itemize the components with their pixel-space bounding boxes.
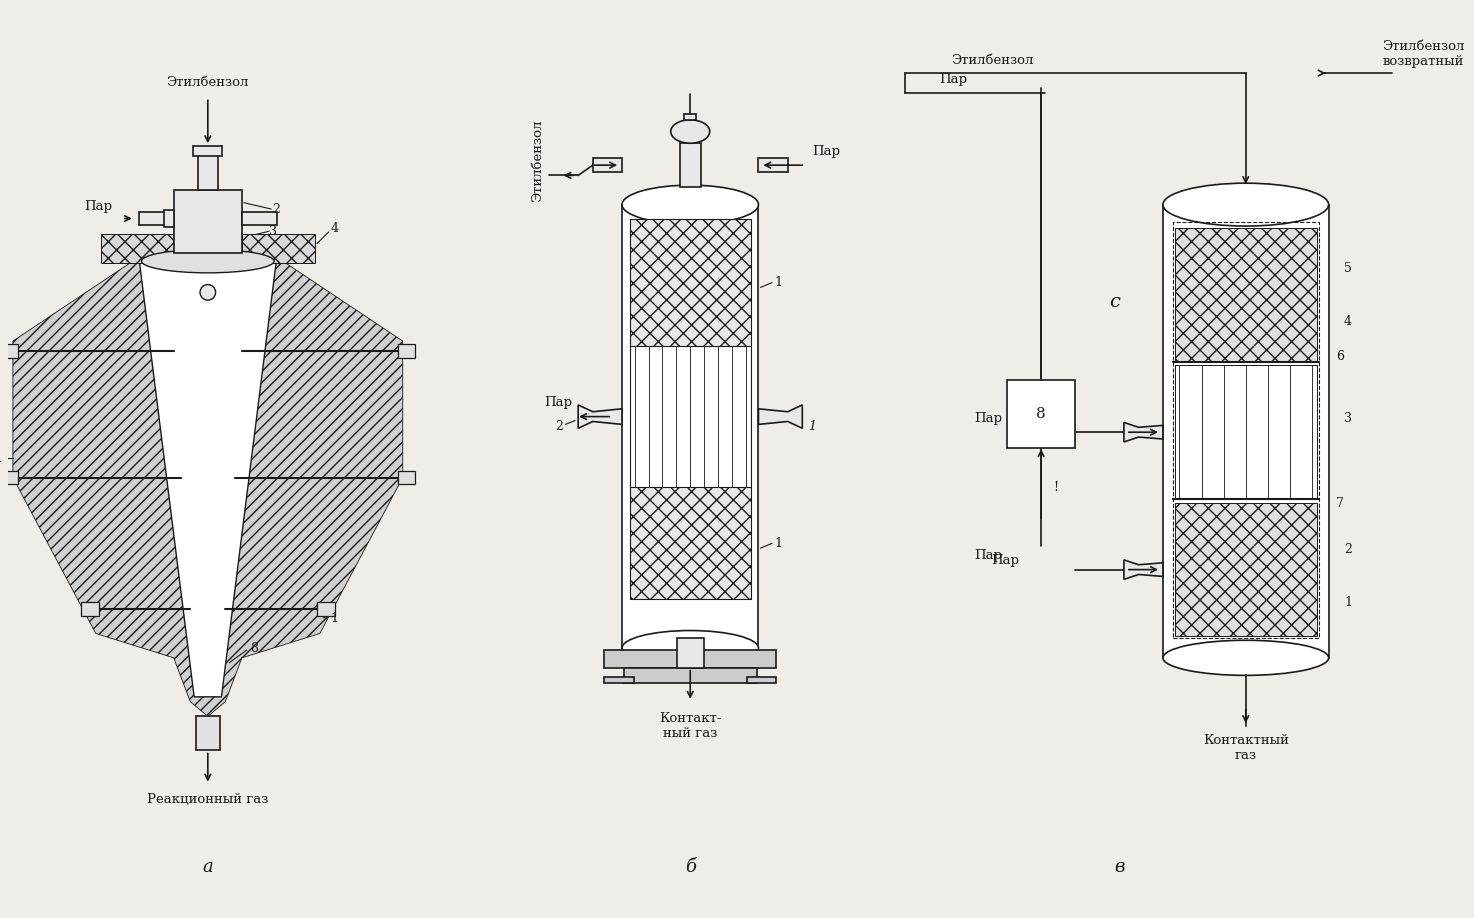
Bar: [759, 158, 787, 172]
Polygon shape: [13, 263, 402, 716]
Text: 8: 8: [1036, 408, 1047, 421]
Bar: [196, 716, 220, 750]
Bar: [684, 114, 696, 120]
Bar: [624, 667, 756, 683]
Text: Пар: Пар: [974, 412, 1002, 425]
Text: а: а: [202, 858, 214, 877]
Polygon shape: [242, 234, 315, 263]
Text: Реакционный газ: Реакционный газ: [147, 792, 268, 806]
Text: 8: 8: [251, 642, 258, 655]
Bar: [0, 344, 18, 358]
Text: Этилбензол: Этилбензол: [167, 76, 249, 89]
Text: 2: 2: [1344, 543, 1352, 556]
Ellipse shape: [622, 631, 759, 666]
Text: Пар: Пар: [545, 397, 573, 409]
Polygon shape: [140, 263, 276, 697]
Text: 2: 2: [273, 203, 280, 216]
Bar: [317, 602, 335, 616]
Bar: [242, 212, 277, 225]
Bar: [604, 650, 775, 667]
Bar: [193, 146, 223, 156]
Text: Этилбензол: Этилбензол: [951, 54, 1033, 67]
Text: Пар: Пар: [84, 200, 112, 213]
Bar: [0, 471, 18, 485]
Text: 1: 1: [1344, 597, 1352, 610]
Text: Контактный
газ: Контактный газ: [1203, 734, 1288, 763]
Ellipse shape: [1163, 640, 1328, 676]
Ellipse shape: [142, 250, 274, 273]
Text: Этилбензол: Этилбензол: [531, 119, 544, 202]
Polygon shape: [1125, 560, 1163, 579]
Bar: [139, 212, 167, 225]
Bar: [677, 638, 705, 667]
Text: 1: 1: [774, 537, 781, 550]
Text: Контакт-
ный газ: Контакт- ный газ: [659, 712, 721, 740]
Bar: [629, 487, 750, 599]
Bar: [164, 209, 174, 228]
Text: 6: 6: [1337, 350, 1344, 364]
Text: 5: 5: [1344, 262, 1352, 274]
Text: 2: 2: [554, 420, 563, 433]
Ellipse shape: [200, 285, 215, 300]
Bar: [174, 190, 242, 253]
Bar: [1007, 380, 1075, 448]
Bar: [1163, 205, 1328, 658]
Ellipse shape: [671, 120, 710, 143]
Bar: [622, 205, 759, 648]
Text: Пар: Пар: [939, 73, 967, 86]
Bar: [1173, 222, 1319, 638]
Bar: [198, 151, 218, 190]
Bar: [1175, 228, 1316, 362]
Text: Пар: Пар: [992, 554, 1020, 566]
Polygon shape: [578, 405, 622, 429]
Text: 1: 1: [0, 452, 3, 465]
Ellipse shape: [622, 185, 759, 224]
Text: 1: 1: [808, 420, 817, 433]
Text: 1: 1: [330, 612, 339, 625]
Text: Пар: Пар: [812, 145, 840, 158]
Bar: [398, 344, 416, 358]
Text: 7: 7: [1337, 498, 1344, 510]
Bar: [629, 219, 750, 346]
Polygon shape: [759, 405, 802, 429]
Bar: [747, 677, 775, 683]
Bar: [680, 143, 702, 187]
Text: !: !: [1052, 481, 1058, 494]
Text: Пар: Пар: [974, 550, 1002, 563]
Text: Этилбензол
возвратный: Этилбензол возвратный: [1383, 39, 1465, 68]
Bar: [398, 471, 416, 485]
Text: 1: 1: [774, 276, 781, 289]
Text: б: б: [685, 858, 696, 877]
Ellipse shape: [1163, 184, 1328, 226]
Text: 3: 3: [1344, 412, 1352, 425]
Text: 3: 3: [270, 225, 277, 238]
Text: в: в: [1114, 858, 1125, 877]
Polygon shape: [100, 234, 174, 263]
Bar: [604, 677, 634, 683]
Text: 4: 4: [330, 222, 339, 236]
Bar: [81, 602, 99, 616]
Text: 4: 4: [1344, 315, 1352, 328]
Text: c: c: [1108, 293, 1120, 311]
Bar: [1175, 365, 1316, 499]
Bar: [1175, 503, 1316, 636]
Bar: [593, 158, 622, 172]
Polygon shape: [1125, 422, 1163, 442]
